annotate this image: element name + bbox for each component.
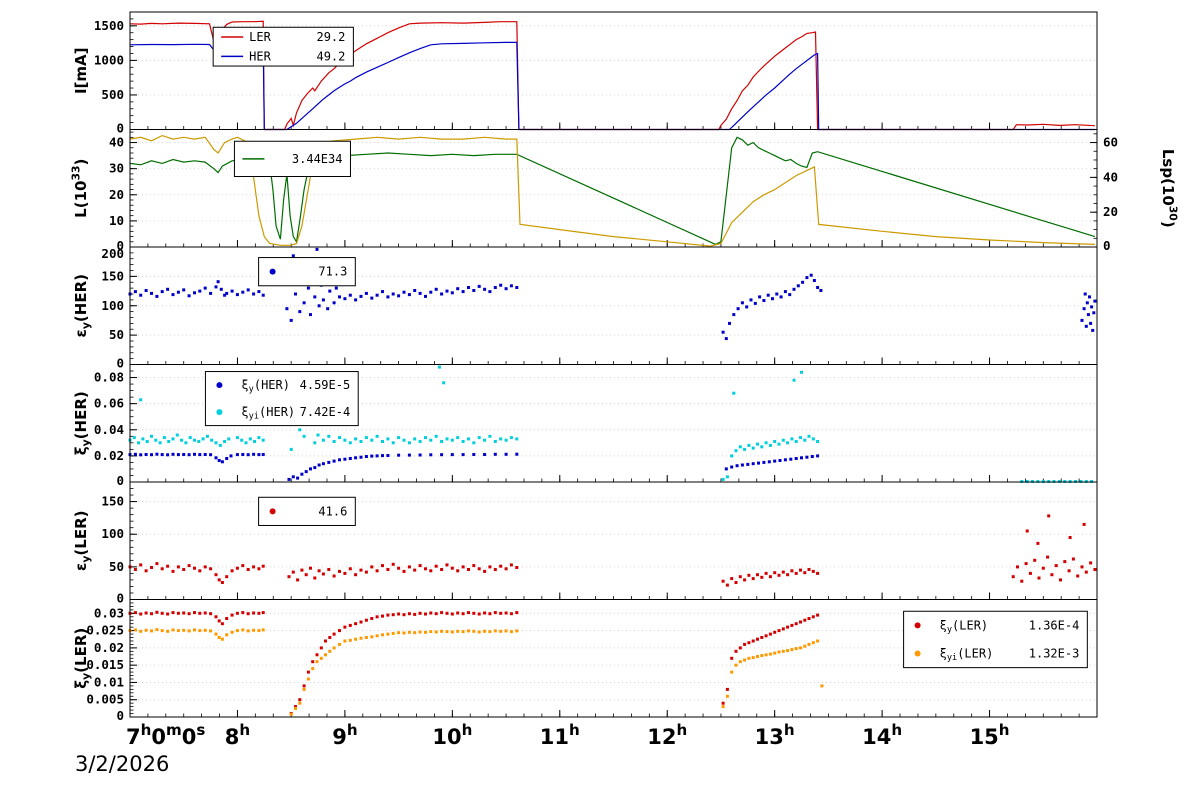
svg-text:0: 0 [116,356,124,371]
svg-text:ξy(HER): ξy(HER) [72,391,92,455]
svg-text:7.42E-4: 7.42E-4 [300,405,351,419]
svg-text:4.59E-5: 4.59E-5 [300,378,351,392]
svg-text:1.36E-4: 1.36E-4 [1029,618,1080,632]
svg-text:0.02: 0.02 [94,640,124,655]
svg-text:20: 20 [109,187,124,202]
svg-text:500: 500 [101,87,124,102]
panel-xyher: 0 0.02 0.04 0.06 0.08 ξy(HER) 4.59E-5 ξyi(HER) 7… [94,364,1098,488]
svg-text:3.44E34: 3.44E34 [292,152,343,166]
svg-text:40: 40 [1103,169,1118,184]
legend-current: LER 29.2 HER 49.2 [212,26,354,67]
svg-text:0.02: 0.02 [94,448,124,463]
svg-text:ξy(LER): ξy(LER) [72,628,92,689]
svg-text:LER: LER [249,30,271,44]
svg-text:0: 0 [116,238,124,253]
svg-text:εy(HER): εy(HER) [72,274,92,337]
svg-text:49.2: 49.2 [316,49,345,63]
legend-eyher: 71.3 [258,257,356,287]
svg-text:150: 150 [101,268,124,283]
svg-text:L(1033): L(1033) [70,159,90,218]
svg-text:7h0m0s: 7h0m0s [126,721,205,749]
svg-text:0: 0 [116,591,124,606]
svg-text:41.6: 41.6 [318,504,347,518]
svg-text:0.01: 0.01 [94,674,124,689]
panel-eyler: 0 50 100 150 41.6 [101,481,1098,606]
svg-text:14h: 14h [862,721,902,749]
svg-text:100: 100 [101,526,124,541]
svg-text:ξy(LER): ξy(LER) [940,618,989,635]
svg-text:0: 0 [116,473,124,488]
svg-text:200: 200 [101,246,124,261]
svg-text:ξy(HER): ξy(HER) [241,378,290,395]
panel-eyher: 0 50 100 150 200 71.3 [101,246,1098,371]
svg-text:I[mA]: I[mA] [72,47,90,94]
svg-text:11h: 11h [540,721,580,749]
svg-text:12h: 12h [647,721,687,749]
series-xy-HER [128,452,820,481]
svg-text:9h: 9h [332,721,357,749]
legend-xyher: ξy(HER) 4.59E-5 ξyi(HER) 7.42E-4 [204,371,359,427]
svg-text:100: 100 [101,298,124,313]
legend-xyler: ξy(LER) 1.36E-4 ξyi(LER) 1.32E-3 [903,610,1088,669]
panel-luminosity: 0 10 20 30 40 0 20 40 60 3.44E34 [109,129,1118,253]
svg-text:1000: 1000 [94,52,124,67]
svg-text:1500: 1500 [94,18,124,33]
svg-text:0.03: 0.03 [94,605,124,620]
svg-text:0: 0 [116,708,124,723]
svg-text:0.005: 0.005 [86,692,124,707]
panel-current: 0 500 1000 1500 LER 29.2 HER 49.2 [94,11,1098,136]
svg-text:0.04: 0.04 [94,422,124,437]
svg-text:ξyi(HER): ξyi(HER) [241,405,295,422]
svg-text:150: 150 [101,494,124,509]
svg-text:1.32E-3: 1.32E-3 [1029,647,1080,661]
svg-text:HER: HER [249,49,271,63]
svg-text:0.015: 0.015 [86,657,124,672]
svg-text:0.025: 0.025 [86,623,124,638]
series-Lsp [129,134,1095,247]
date-label: 3/2/2026 [75,752,170,776]
svg-text:εy(LER): εy(LER) [72,511,92,571]
svg-text:10h: 10h [432,721,472,749]
svg-text:15h: 15h [970,721,1010,749]
svg-text:0: 0 [116,121,124,136]
svg-text:0: 0 [1103,238,1111,253]
series-xy-LER [128,610,820,715]
svg-text:50: 50 [109,327,124,342]
svg-text:40: 40 [109,135,124,150]
svg-text:Lsp(1030): Lsp(1030) [1159,149,1179,228]
svg-text:10: 10 [109,213,124,228]
svg-text:13h: 13h [755,721,795,749]
svg-text:0.08: 0.08 [94,370,124,385]
series-ey-LER [128,514,1097,587]
svg-text:71.3: 71.3 [318,265,347,279]
series-xyi-LER [128,628,824,716]
svg-text:20: 20 [1103,204,1118,219]
svg-text:ξyi(LER): ξyi(LER) [940,647,994,664]
svg-text:50: 50 [109,559,124,574]
svg-text:29.2: 29.2 [316,30,345,44]
series-LER [129,20,1095,131]
legend-eyler: 41.6 [258,496,356,526]
svg-text:60: 60 [1103,135,1118,150]
panel-xyler: 00.005 0.01 0.015 0.02 0.025 0.03 ξy(LER) 1.36E… [86,599,1098,723]
svg-text:30: 30 [109,161,124,176]
svg-text:0.06: 0.06 [94,396,124,411]
svg-text:8h: 8h [225,721,250,749]
legend-luminosity: 3.44E34 [233,140,351,177]
